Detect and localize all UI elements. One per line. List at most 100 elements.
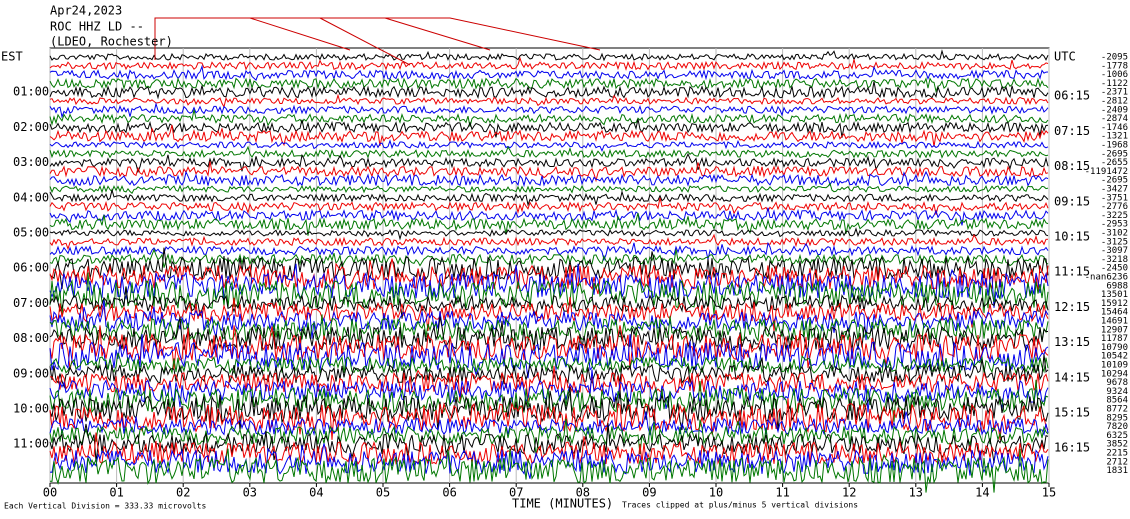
utc-label: 12:15 xyxy=(1054,300,1090,314)
trace xyxy=(49,56,1049,71)
trace xyxy=(49,272,1049,317)
trace-offset: 10294 xyxy=(1101,369,1128,379)
trace-offset: -3102 xyxy=(1101,229,1128,239)
x-tick-label: 09 xyxy=(642,486,656,500)
x-tick-label: 00 xyxy=(43,486,57,500)
event-line xyxy=(384,17,491,51)
trace xyxy=(50,365,1049,402)
trace xyxy=(49,418,1049,455)
trace-offset: -2095 xyxy=(1101,53,1128,63)
utc-label: 08:15 xyxy=(1054,159,1090,173)
trace-offset: -2812 xyxy=(1101,97,1128,107)
trace xyxy=(49,139,1049,152)
scale-note: Each Vertical Division = 333.33 microvol… xyxy=(4,502,206,511)
x-tick-label: 13 xyxy=(909,486,923,500)
trace xyxy=(49,207,1049,226)
est-label: 07:00 xyxy=(13,296,49,310)
trace-offset: 8295 xyxy=(1106,413,1128,423)
x-tick-label: 15 xyxy=(1042,486,1056,500)
trace xyxy=(49,325,1049,370)
trace-offset: 6988 xyxy=(1106,281,1128,291)
trace-offset: -2695 xyxy=(1101,176,1128,186)
trace-offset: 10790 xyxy=(1101,343,1128,353)
trace xyxy=(49,81,1049,100)
trace-offset: -1746 xyxy=(1101,123,1128,133)
x-tick-label: 07 xyxy=(509,486,523,500)
trace xyxy=(49,334,1049,379)
trace-offset: 2712 xyxy=(1106,457,1128,467)
trace xyxy=(49,109,1049,127)
trace xyxy=(49,241,1049,262)
trace xyxy=(49,258,1049,295)
trace-offset: -3225 xyxy=(1101,211,1128,221)
x-tick-label: 06 xyxy=(442,486,456,500)
est-label: 03:00 xyxy=(13,155,49,169)
trace-offset: -1321 xyxy=(1101,132,1128,142)
trace-offset: -3427 xyxy=(1101,185,1128,195)
event-lines xyxy=(154,17,601,66)
trace-offset: -3218 xyxy=(1101,255,1128,265)
x-tick-label: 02 xyxy=(176,486,190,500)
est-label: 11:00 xyxy=(13,437,49,451)
utc-label: 06:15 xyxy=(1054,89,1090,103)
x-tick-label: 05 xyxy=(376,486,390,500)
utc-label: 14:15 xyxy=(1054,370,1090,384)
trace-offset: -2371 xyxy=(1101,88,1128,98)
trace xyxy=(49,350,1049,375)
trace-offset: 3852 xyxy=(1106,440,1128,450)
trace-offset: 6325 xyxy=(1106,431,1128,441)
trace-offset: -3097 xyxy=(1101,246,1128,256)
event-line xyxy=(154,17,601,60)
trace-offset: 1831 xyxy=(1106,466,1128,476)
trace-offset: 15464 xyxy=(1101,308,1128,318)
x-tick-label: 01 xyxy=(109,486,123,500)
x-tick-label: 08 xyxy=(576,486,590,500)
trace-offset: -2450 xyxy=(1101,264,1128,274)
x-tick-label: 03 xyxy=(243,486,257,500)
trace-offset: 13501 xyxy=(1101,290,1128,300)
trace-offset: -3751 xyxy=(1101,193,1128,203)
utc-label: 11:15 xyxy=(1054,265,1090,279)
trace-offset: -2655 xyxy=(1101,158,1128,168)
est-label: 08:00 xyxy=(13,331,49,345)
trace xyxy=(49,119,1049,138)
trace-offset: 9324 xyxy=(1106,387,1128,397)
trace-offset: 15912 xyxy=(1101,299,1128,309)
trace xyxy=(49,233,1049,251)
trace-offset: -2776 xyxy=(1101,202,1128,212)
utc-label: 09:15 xyxy=(1054,194,1090,208)
trace xyxy=(49,49,1049,62)
trace xyxy=(49,77,1049,93)
x-tick-label: 10 xyxy=(709,486,723,500)
trace xyxy=(49,398,1049,440)
est-label: 10:00 xyxy=(13,402,49,416)
utc-label: 13:15 xyxy=(1054,335,1090,349)
trace xyxy=(49,145,1049,160)
trace xyxy=(49,212,1049,236)
trace-offset: -1968 xyxy=(1101,141,1128,151)
utc-label: 10:15 xyxy=(1054,230,1090,244)
trace xyxy=(49,101,1049,119)
trace-offset: -2953 xyxy=(1101,220,1128,230)
station: ROC HHZ LD -- xyxy=(50,20,144,34)
utc-label: UTC xyxy=(1054,50,1076,64)
trace-offset: 10542 xyxy=(1101,352,1128,362)
trace xyxy=(49,161,1049,183)
x-tick-label: 11 xyxy=(775,486,789,500)
trace xyxy=(49,316,1048,353)
trace-offset: -1191472 xyxy=(1085,167,1128,177)
date: Apr24,2023 xyxy=(50,4,122,18)
trace xyxy=(49,227,1049,241)
x-tick-label: 04 xyxy=(309,486,323,500)
trace-offset: 8564 xyxy=(1106,396,1128,406)
x-tick-label: 14 xyxy=(975,486,989,500)
trace-offset: 14691 xyxy=(1101,317,1128,327)
trace-offset: 7820 xyxy=(1106,422,1128,432)
trace-offset: 11787 xyxy=(1101,334,1128,344)
trace-offset: -nan6236 xyxy=(1085,273,1128,283)
est-label: 01:00 xyxy=(13,85,49,99)
trace xyxy=(49,188,1049,207)
trace xyxy=(49,152,1049,174)
trace-offset: -1778 xyxy=(1101,61,1128,71)
